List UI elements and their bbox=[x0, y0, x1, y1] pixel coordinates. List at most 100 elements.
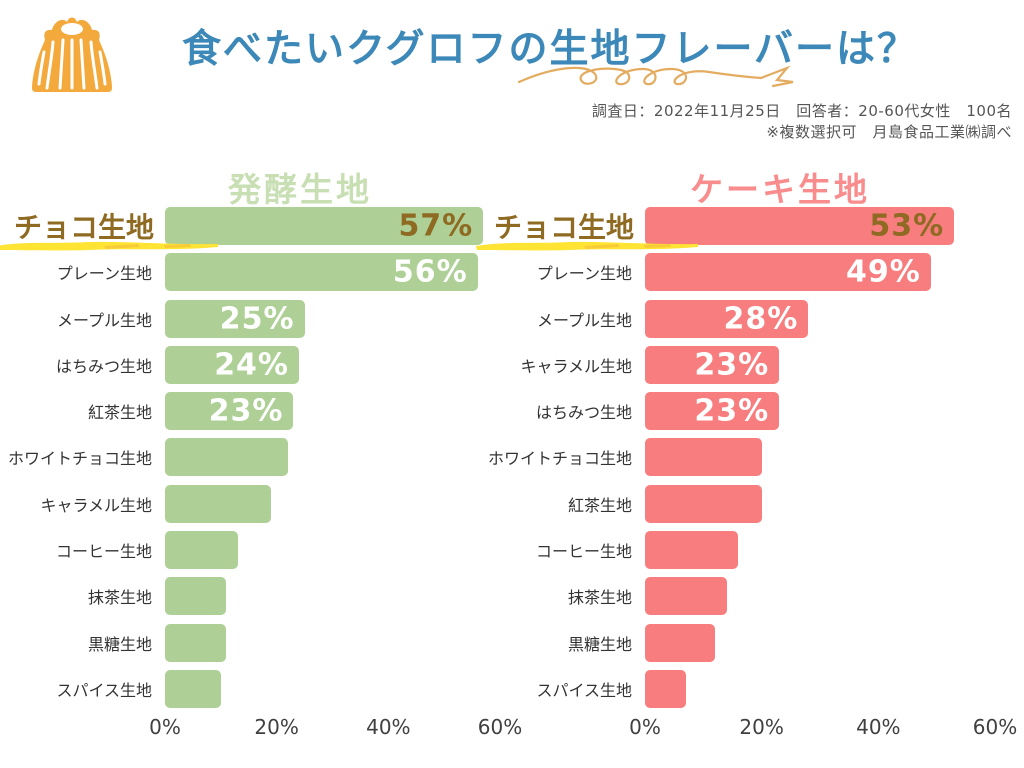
bar-track: 23% bbox=[165, 392, 500, 431]
bar bbox=[645, 531, 739, 570]
category-label-text: はちみつ生地 bbox=[55, 356, 152, 376]
bar-track bbox=[645, 484, 995, 523]
category-label: コーヒー生地 bbox=[0, 531, 158, 569]
bar-track bbox=[645, 669, 995, 708]
value-label: 49% bbox=[846, 254, 921, 290]
bar-track bbox=[165, 623, 500, 662]
bar-row: 抹茶生地 bbox=[480, 577, 995, 623]
survey-line2: ※複数選択可 月島食品工業㈱調べ bbox=[766, 123, 1012, 141]
bar-row: 抹茶生地 bbox=[0, 577, 500, 623]
bar: 56% bbox=[165, 253, 478, 292]
bar-row: メープル生地 25% bbox=[0, 299, 500, 346]
bar-row: はちみつ生地 23% bbox=[480, 392, 995, 438]
bar-row: ホワイトチョコ生地 bbox=[480, 438, 995, 484]
bar-track: 23% bbox=[645, 392, 995, 431]
axis-tick-label: 0% bbox=[149, 715, 181, 739]
value-label: 23% bbox=[694, 347, 770, 383]
category-label-text: スパイス生地 bbox=[536, 680, 632, 700]
category-label-text: ホワイトチョコ生地 bbox=[487, 449, 632, 469]
bar-row: 紅茶生地 23% bbox=[0, 392, 500, 438]
bar bbox=[645, 484, 762, 523]
category-label: スパイス生地 bbox=[0, 670, 158, 708]
bar-row: チョコ生地 57% bbox=[0, 207, 500, 253]
bar-track bbox=[165, 484, 500, 523]
bar bbox=[645, 623, 715, 662]
bar-track: 24% bbox=[165, 345, 500, 384]
category-label-text: プレーン生地 bbox=[536, 264, 632, 284]
category-label-text: プレーン生地 bbox=[56, 264, 152, 284]
value-label: 25% bbox=[219, 301, 295, 337]
category-label-text: コーヒー生地 bbox=[55, 542, 152, 562]
category-label-text: スパイス生地 bbox=[56, 680, 152, 700]
bar-track bbox=[165, 577, 500, 616]
category-label-text: チョコ生地 bbox=[493, 211, 634, 244]
bar-track bbox=[645, 623, 995, 662]
value-label: 57% bbox=[398, 208, 474, 244]
chart-cake-dough: ケーキ生地 チョコ生地 53% プレーン生地 49% メープル生地 28% キャラメル生地 2… bbox=[476, 163, 1017, 763]
category-label: 黒糖生地 bbox=[480, 624, 638, 662]
rows: チョコ生地 53% プレーン生地 49% メープル生地 28% キャラメル生地 23% はちみつ… bbox=[476, 207, 995, 716]
bar-row: プレーン生地 56% bbox=[0, 253, 500, 299]
axis-tick-label: 60% bbox=[477, 715, 523, 739]
bar: 25% bbox=[165, 299, 305, 338]
category-label: チョコ生地 bbox=[476, 207, 698, 251]
bar: 24% bbox=[165, 345, 299, 384]
bar-row: スパイス生地 bbox=[0, 669, 500, 716]
category-label-text: はちみつ生地 bbox=[535, 403, 632, 423]
category-label: チョコ生地 bbox=[0, 207, 218, 251]
category-label: メープル生地 bbox=[0, 300, 158, 338]
bar-track: 56% bbox=[165, 253, 500, 292]
bar-row: キャラメル生地 23% bbox=[480, 345, 995, 392]
bar-track bbox=[165, 669, 500, 708]
category-label-text: メープル生地 bbox=[536, 310, 632, 330]
bar bbox=[645, 438, 762, 477]
bar-row: キャラメル生地 bbox=[0, 484, 500, 531]
bar-track: 57% bbox=[165, 207, 500, 245]
squiggle-underline-icon bbox=[515, 58, 830, 92]
bar: 53% bbox=[645, 207, 955, 245]
value-label: 24% bbox=[214, 347, 289, 383]
bar bbox=[165, 623, 227, 662]
bar-row: スパイス生地 bbox=[480, 669, 995, 716]
bar: 49% bbox=[645, 253, 931, 292]
bar bbox=[165, 531, 238, 570]
category-label-text: 抹茶生地 bbox=[87, 588, 152, 608]
category-label: プレーン生地 bbox=[480, 253, 638, 291]
bar-row: 黒糖生地 bbox=[0, 623, 500, 670]
bar bbox=[645, 577, 727, 616]
category-label: コーヒー生地 bbox=[480, 531, 638, 569]
category-label: キャラメル生地 bbox=[480, 346, 638, 384]
x-axis: 0% 20% 40% 60% bbox=[629, 715, 1017, 745]
value-label: 56% bbox=[392, 254, 468, 290]
survey-info: 調査日：2022年11月25日 回答者：20-60代女性 100名 ※複数選択可… bbox=[592, 101, 1012, 143]
bar-track bbox=[645, 577, 995, 616]
kouglof-cake-icon bbox=[22, 6, 122, 94]
category-label-text: 黒糖生地 bbox=[567, 634, 632, 654]
category-label: メープル生地 bbox=[480, 300, 638, 338]
page-title: 食べたいクグロフの生地フレーバーは？ bbox=[182, 27, 919, 72]
category-label-text: キャラメル生地 bbox=[40, 495, 152, 515]
chart-fermented-dough: 発酵生地 チョコ生地 57% プレーン生地 56% メープル生地 25% はちみつ生地 24%… bbox=[0, 163, 522, 763]
bar-track: 49% bbox=[645, 253, 995, 292]
category-label: 抹茶生地 bbox=[480, 577, 638, 615]
category-label: はちみつ生地 bbox=[0, 346, 158, 384]
value-label: 23% bbox=[208, 393, 284, 429]
bar-track: 25% bbox=[165, 299, 500, 338]
bar-row: はちみつ生地 24% bbox=[0, 345, 500, 392]
bar-row: プレーン生地 49% bbox=[480, 253, 995, 299]
bar-row: コーヒー生地 bbox=[480, 531, 995, 577]
bar-track bbox=[165, 438, 500, 477]
bar-track bbox=[645, 438, 995, 477]
value-label: 23% bbox=[694, 393, 770, 429]
bar-row: チョコ生地 53% bbox=[476, 207, 995, 253]
bar-row: 黒糖生地 bbox=[480, 623, 995, 670]
axis-tick-label: 20% bbox=[254, 715, 299, 739]
bar bbox=[165, 669, 221, 708]
category-label: 紅茶生地 bbox=[0, 392, 158, 430]
survey-line1: 調査日：2022年11月25日 回答者：20-60代女性 100名 bbox=[591, 102, 1012, 120]
category-label-text: 紅茶生地 bbox=[87, 403, 152, 423]
value-label: 53% bbox=[869, 208, 945, 244]
bar-row: コーヒー生地 bbox=[0, 531, 500, 577]
bar-track bbox=[645, 531, 995, 570]
axis-tick-label: 20% bbox=[739, 715, 784, 739]
